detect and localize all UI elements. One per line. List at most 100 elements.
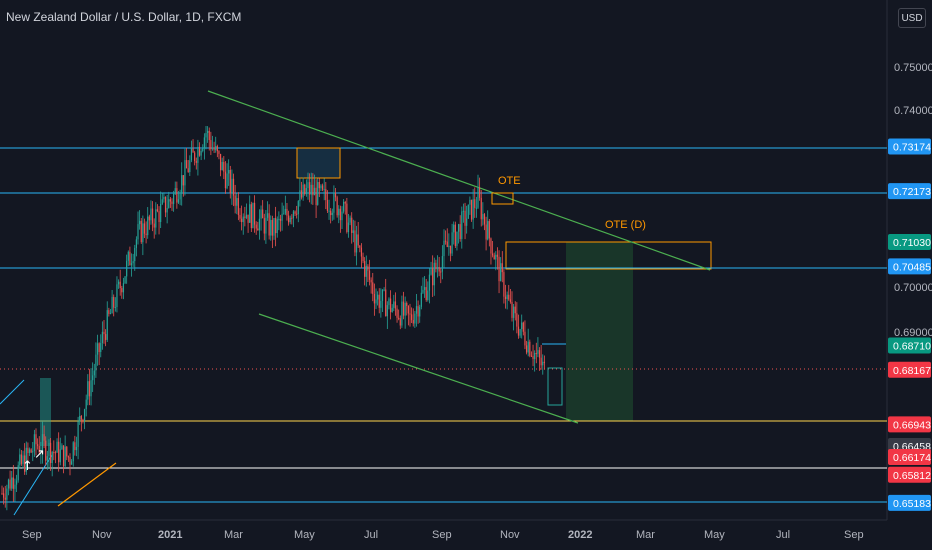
- candle-body: [151, 208, 154, 224]
- candle-body: [59, 449, 61, 463]
- candle-body: [95, 354, 97, 371]
- channel-lower-trendline[interactable]: [258, 313, 579, 424]
- candle-body: [378, 294, 380, 308]
- price-tag-bg: [888, 361, 931, 378]
- candle-body: [85, 399, 87, 410]
- candle-body: [276, 219, 278, 234]
- candle-body: [129, 251, 131, 266]
- candle-body: [116, 284, 118, 308]
- candle-body: [268, 213, 270, 236]
- candle-body: [451, 232, 453, 254]
- candle-body: [304, 184, 306, 195]
- price-tag-bg: [888, 258, 931, 275]
- candle-body: [534, 353, 536, 360]
- candle-body: [156, 209, 159, 212]
- candle-body: [351, 217, 353, 233]
- candle-body: [158, 211, 160, 222]
- candle-body: [296, 213, 298, 215]
- candle-body: [88, 381, 91, 397]
- time-tick: Nov: [500, 529, 520, 541]
- candle-body: [12, 477, 14, 489]
- candle-body: [1, 493, 3, 495]
- candle-body: [493, 255, 495, 260]
- candle-body: [173, 193, 175, 204]
- price-tag: 0.71030: [888, 234, 931, 251]
- candle-body: [428, 274, 431, 291]
- candle-body: [430, 267, 432, 275]
- long-position-profit-zone[interactable]: [566, 242, 633, 421]
- candle-body: [93, 370, 95, 376]
- candle-body: [231, 178, 233, 194]
- candle-body: [207, 130, 209, 133]
- price-tag-label: 0.66174: [893, 452, 931, 464]
- candle-body: [470, 199, 473, 220]
- candle-body: [354, 230, 356, 253]
- candle-body: [368, 270, 371, 280]
- candle-body: [121, 288, 123, 293]
- candle-body: [543, 361, 545, 363]
- candle-body: [419, 306, 421, 317]
- candle-body: [20, 454, 23, 464]
- candle-body: [211, 147, 214, 150]
- candle-body: [11, 477, 13, 489]
- candle-body: [226, 173, 228, 189]
- candle-body: [163, 196, 165, 200]
- candle-body: [51, 452, 53, 464]
- ote-daily-box[interactable]: [505, 241, 712, 270]
- candle-body: [108, 310, 110, 314]
- candle-body: [375, 299, 377, 304]
- candle-body: [317, 182, 319, 205]
- candle-body: [506, 294, 508, 300]
- candle-body: [315, 187, 317, 205]
- candle-body: [449, 245, 452, 254]
- late-green-zone[interactable]: [547, 367, 563, 406]
- candle-body: [323, 189, 325, 191]
- early-green-zone[interactable]: [40, 378, 51, 446]
- currency-button[interactable]: USD: [898, 8, 926, 28]
- price-axis[interactable]: 0.75000 0.74000 0.70000 0.69000: [894, 62, 932, 339]
- candle-body: [396, 308, 398, 318]
- time-axis[interactable]: Sep Nov 2021 Mar May Jul Sep Nov 2022 Ma…: [22, 529, 864, 541]
- price-tag: 0.65183: [888, 494, 931, 511]
- candle-body: [488, 221, 490, 239]
- candle-body: [127, 251, 129, 261]
- candle-body: [62, 445, 65, 467]
- candle-body: [472, 199, 474, 220]
- early-support-trendline[interactable]: [57, 462, 117, 507]
- candle-body: [401, 301, 403, 326]
- candle-body: [291, 217, 293, 219]
- candle-body: [244, 216, 246, 218]
- candle-body: [485, 224, 487, 240]
- candle-body: [457, 224, 460, 232]
- candle-body: [224, 171, 227, 189]
- candle-body: [436, 267, 439, 270]
- candle-body: [300, 190, 303, 198]
- candle-body: [182, 175, 184, 186]
- price-tag-label: 0.71030: [893, 237, 931, 249]
- candle-body: [388, 298, 390, 306]
- ote-box-small[interactable]: [491, 192, 514, 205]
- candle-body: [273, 217, 275, 236]
- candle-body: [469, 199, 471, 205]
- price-tag-label: 0.70485: [893, 261, 931, 273]
- candle-body: [370, 279, 372, 283]
- channel-upper-trendline[interactable]: [207, 90, 711, 271]
- candle-body: [109, 313, 112, 315]
- candle-body: [145, 233, 147, 236]
- candle-body: [241, 218, 243, 223]
- time-tick: Sep: [432, 529, 452, 541]
- candle-body: [427, 290, 429, 300]
- candle-body: [281, 213, 283, 221]
- candle-body: [412, 320, 414, 324]
- symbol-title[interactable]: New Zealand Dollar / U.S. Dollar, 1D, FX…: [6, 10, 242, 24]
- candle-body: [286, 208, 288, 216]
- supply-zone-box[interactable]: [296, 147, 341, 179]
- arrow-up-marker: ↑: [22, 459, 33, 474]
- candle-body: [148, 216, 150, 221]
- early-channel-line[interactable]: [0, 379, 25, 405]
- candle-body: [480, 197, 482, 220]
- candle-body: [341, 211, 343, 221]
- price-tag-bg: [888, 416, 931, 433]
- candle-body: [326, 199, 329, 211]
